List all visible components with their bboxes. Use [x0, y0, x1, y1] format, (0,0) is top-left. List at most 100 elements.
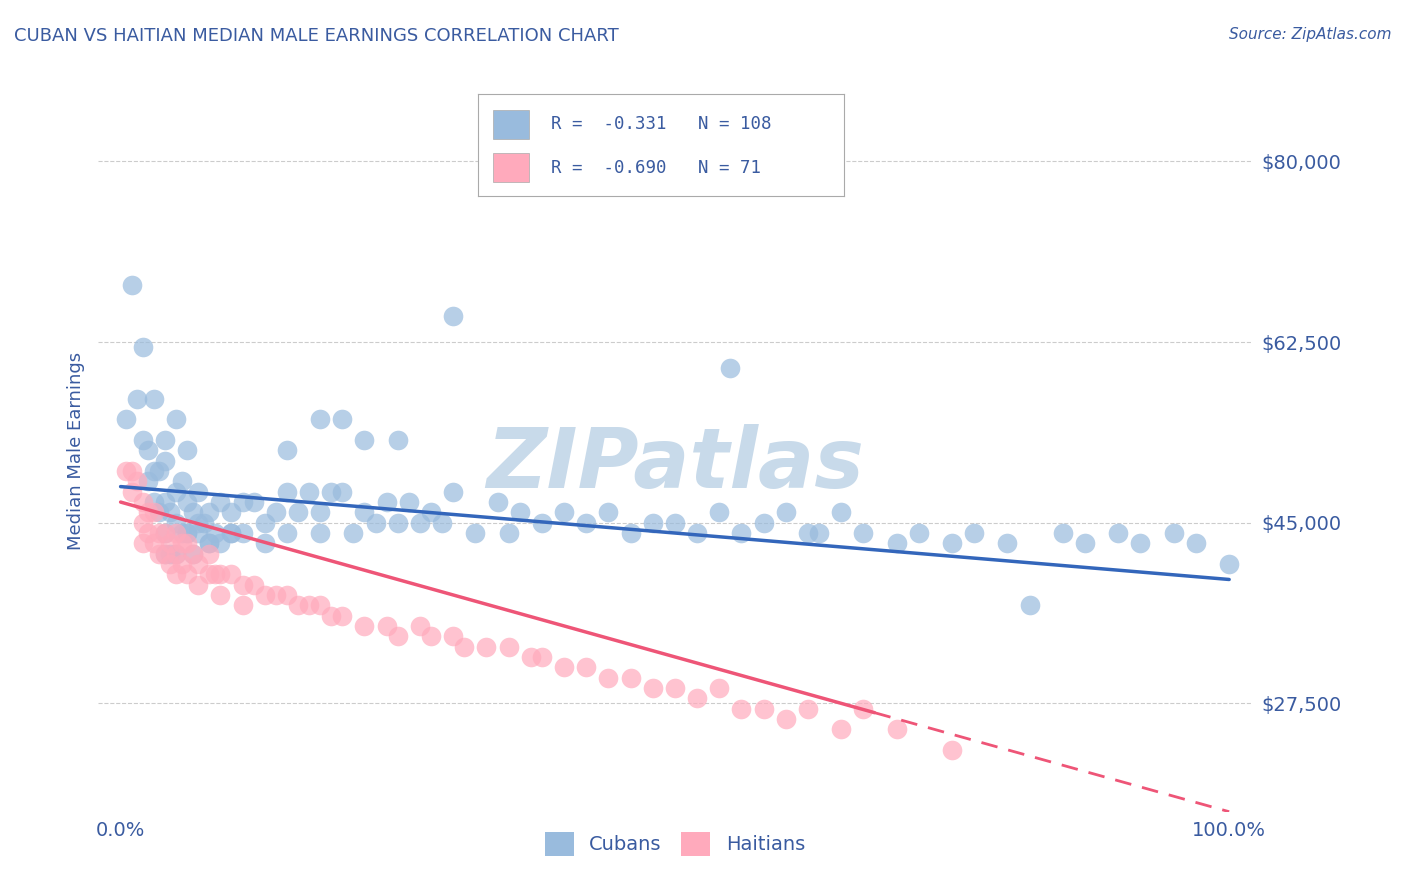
Point: [464, 526, 486, 541]
Point: [165, 516, 187, 530]
Point: [797, 701, 820, 715]
Point: [664, 681, 686, 695]
Point: [730, 701, 752, 715]
Point: [641, 516, 664, 530]
Point: [330, 412, 353, 426]
Point: [575, 660, 598, 674]
Point: [176, 495, 198, 509]
Point: [253, 588, 276, 602]
Point: [165, 412, 187, 426]
Point: [886, 536, 908, 550]
Text: Source: ZipAtlas.com: Source: ZipAtlas.com: [1229, 27, 1392, 42]
Point: [520, 649, 543, 664]
Point: [276, 484, 298, 499]
Point: [221, 526, 243, 541]
Point: [159, 505, 181, 519]
Point: [752, 701, 775, 715]
Point: [298, 599, 321, 613]
Point: [1129, 536, 1152, 550]
Point: [153, 454, 176, 468]
Point: [498, 640, 520, 654]
Point: [176, 526, 198, 541]
Point: [353, 433, 375, 447]
Point: [1107, 526, 1129, 541]
Point: [198, 567, 221, 582]
Point: [136, 475, 159, 489]
Point: [187, 557, 209, 571]
Point: [852, 526, 875, 541]
Point: [575, 516, 598, 530]
Point: [127, 392, 149, 406]
Point: [375, 495, 398, 509]
Point: [209, 588, 232, 602]
Point: [231, 577, 254, 591]
Point: [941, 536, 963, 550]
Point: [553, 505, 575, 519]
Point: [686, 691, 709, 706]
Point: [136, 505, 159, 519]
Point: [752, 516, 775, 530]
Point: [330, 484, 353, 499]
Point: [486, 495, 509, 509]
Point: [198, 505, 221, 519]
Point: [420, 629, 443, 643]
Text: CUBAN VS HAITIAN MEDIAN MALE EARNINGS CORRELATION CHART: CUBAN VS HAITIAN MEDIAN MALE EARNINGS CO…: [14, 27, 619, 45]
Point: [709, 681, 731, 695]
Point: [127, 475, 149, 489]
Point: [153, 547, 176, 561]
FancyBboxPatch shape: [492, 110, 529, 139]
Point: [886, 722, 908, 736]
Point: [530, 649, 553, 664]
Point: [321, 608, 343, 623]
Point: [142, 464, 165, 478]
Point: [159, 536, 181, 550]
Point: [165, 547, 187, 561]
Point: [176, 536, 198, 550]
Point: [353, 505, 375, 519]
Point: [242, 495, 264, 509]
Point: [121, 278, 143, 293]
Point: [221, 567, 243, 582]
Point: [142, 495, 165, 509]
Point: [165, 526, 187, 541]
Point: [775, 712, 797, 726]
Legend: Cubans, Haitians: Cubans, Haitians: [537, 824, 813, 863]
Point: [309, 599, 332, 613]
Point: [441, 310, 464, 324]
Text: R =  -0.331   N = 108: R = -0.331 N = 108: [551, 115, 772, 134]
Point: [309, 412, 332, 426]
Point: [132, 433, 155, 447]
Point: [1218, 557, 1240, 571]
Point: [441, 484, 464, 499]
Point: [181, 547, 204, 561]
Point: [387, 516, 409, 530]
Point: [132, 516, 155, 530]
Point: [1163, 526, 1185, 541]
Point: [409, 619, 432, 633]
Point: [509, 505, 531, 519]
Point: [997, 536, 1019, 550]
Point: [598, 671, 620, 685]
Point: [453, 640, 475, 654]
Point: [231, 599, 254, 613]
Point: [121, 484, 143, 499]
Point: [153, 526, 176, 541]
Point: [342, 526, 364, 541]
Point: [830, 505, 852, 519]
Point: [276, 588, 298, 602]
Point: [181, 505, 204, 519]
Point: [441, 629, 464, 643]
Point: [264, 588, 287, 602]
Point: [159, 557, 181, 571]
Point: [287, 599, 309, 613]
Point: [165, 484, 187, 499]
Point: [170, 526, 193, 541]
Text: ZIPatlas: ZIPatlas: [486, 425, 863, 506]
Point: [153, 495, 176, 509]
Point: [187, 577, 209, 591]
Point: [298, 484, 321, 499]
Point: [852, 701, 875, 715]
Point: [115, 464, 138, 478]
Point: [187, 526, 209, 541]
Point: [136, 443, 159, 458]
